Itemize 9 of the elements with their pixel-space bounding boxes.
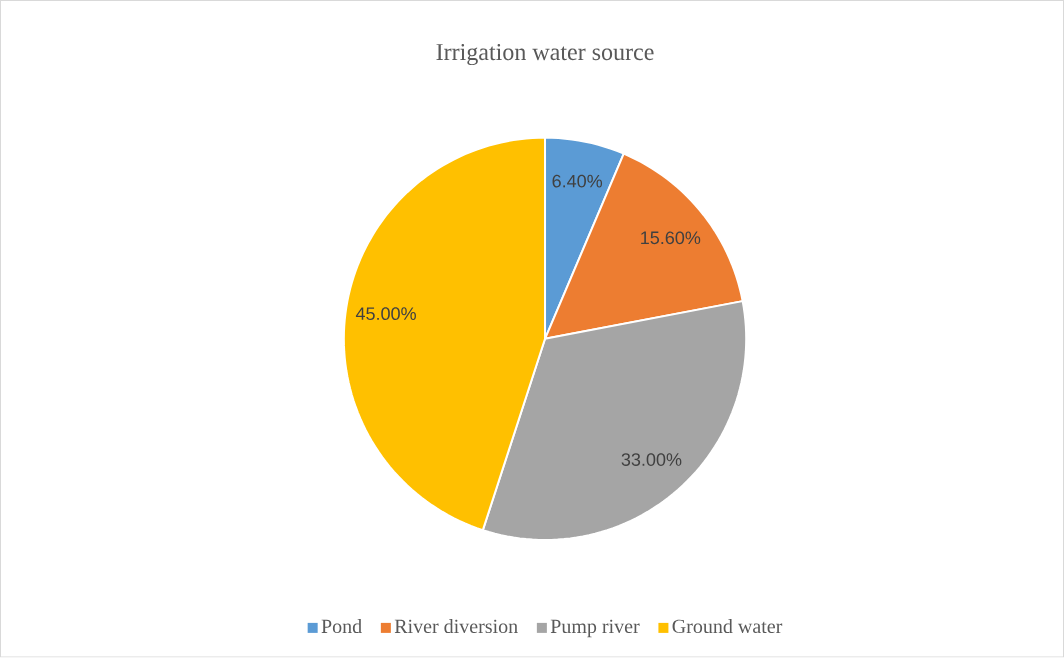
legend-label: Pump river (550, 619, 640, 638)
data-label: 45.00% (355, 307, 416, 321)
data-label: 15.60% (641, 231, 701, 245)
legend-label: Pond (321, 619, 362, 634)
data-label: 6.40% (552, 174, 603, 188)
chart-title: Irrigation water source (436, 44, 654, 66)
legend-label: Ground water (672, 619, 783, 634)
legend-label: River diversion (394, 619, 518, 634)
data-label: 33.00% (621, 453, 682, 467)
